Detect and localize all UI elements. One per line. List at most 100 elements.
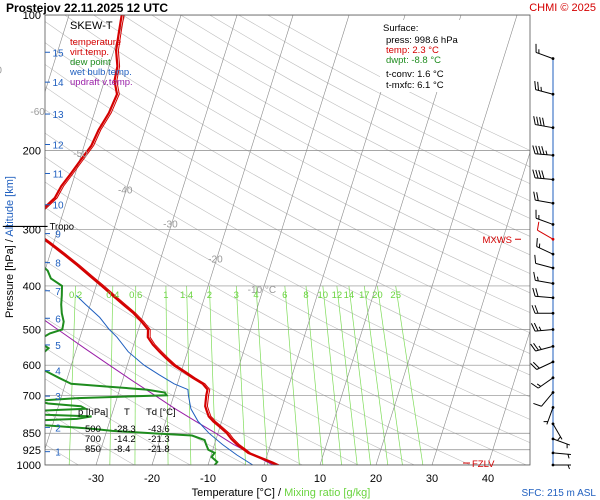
wind-barb-feather <box>530 382 539 389</box>
wind-barb-half <box>540 86 542 92</box>
wind-barb-half <box>543 421 548 423</box>
wind-barb <box>530 376 555 389</box>
wind-barb-half <box>536 383 541 387</box>
mixing-ratio-line <box>377 285 403 465</box>
wind-barb <box>536 238 555 256</box>
updraft-curve <box>45 319 274 465</box>
table-cell: -8.4 <box>114 444 130 455</box>
data-table: p [hPa] T Td [°C] 500 -28.3 -43.6 700 -1… <box>78 407 176 455</box>
pressure-tick-label: 500 <box>23 325 41 337</box>
wind-barb-feather <box>542 117 545 127</box>
pressure-tick-label: 1000 <box>17 460 41 472</box>
wind-barb-station <box>551 296 555 300</box>
wind-barb-feather <box>532 145 536 154</box>
mixing-ratio-label: 8 <box>303 290 308 301</box>
plot-frame <box>44 14 531 466</box>
dry-adiabat <box>45 64 530 334</box>
wind-barb-shaft <box>536 361 554 370</box>
legend-temperature: temperature <box>70 37 121 48</box>
pressure-tick-label: 300 <box>23 225 41 237</box>
wind-barb-feather <box>530 343 537 352</box>
wind-barb-station <box>551 360 555 364</box>
mixing-ratio-labels: 0.2 0.4 0.6 1 1.4 2 3 4 6 8 10 12 14 17 20 25 <box>69 290 401 301</box>
wind-barb <box>530 343 555 352</box>
svg-text:Pressure [hPa] / Altitude [km]: Pressure [hPa] / Altitude [km] <box>4 176 16 318</box>
isotherm-label: -10 °C <box>248 285 276 296</box>
level-markers: Tropo MXWS FZLV <box>2 221 521 470</box>
dry-adiabat <box>45 21 530 294</box>
temperature-tick-label: 20 <box>370 473 382 485</box>
mixing-ratio-line <box>336 285 358 465</box>
temperature-tick-label: 30 <box>426 473 438 485</box>
wind-barb-feather <box>536 221 540 231</box>
virtual-temperature-curve <box>45 15 280 465</box>
wind-barb-shaft <box>535 217 554 225</box>
wind-barb-station <box>551 328 555 331</box>
surface-info-box <box>380 20 480 92</box>
wind-barb-half <box>538 215 540 220</box>
wind-barb <box>551 463 571 470</box>
wind-barb-half <box>567 464 570 470</box>
pressure-tick-label: 700 <box>23 390 41 402</box>
mixing-ratio-line <box>109 285 114 465</box>
wind-barb-station <box>551 237 555 241</box>
isotherm <box>207 15 350 465</box>
wind-barb-feather <box>534 305 539 314</box>
wind-barb-station <box>551 252 555 256</box>
wind-barb-half <box>567 454 570 459</box>
wind-barb-feather <box>533 191 536 201</box>
mixing-ratio-line <box>348 285 371 465</box>
wind-barb <box>533 271 555 285</box>
wind-barb-feather <box>538 145 542 155</box>
wind-barb-feather <box>533 343 539 351</box>
surface-dwpt: dwpt: -8.8 °C <box>386 55 441 66</box>
surface-tconv: t-conv: 1.6 °C <box>386 69 444 80</box>
table-cell: -21.8 <box>148 444 170 455</box>
dry-adiabat <box>45 42 530 313</box>
wind-barb <box>532 145 555 157</box>
mixing-ratio-label: 0.4 <box>106 290 119 301</box>
wind-barb-feather <box>541 146 545 155</box>
table-cell: -14.2 <box>114 434 136 445</box>
mixing-ratio-label: 12 <box>332 290 343 301</box>
wind-barb <box>530 322 555 332</box>
dry-adiabat <box>93 15 530 256</box>
wind-barb-feather <box>534 81 537 90</box>
wind-barb-feather <box>533 116 536 125</box>
mixing-ratio-label: 0.2 <box>69 290 82 301</box>
table-header-td: Td [°C] <box>146 407 176 418</box>
wind-barb-shaft <box>535 329 554 332</box>
credit-label: CHMI © 2025 <box>529 2 596 14</box>
legend-virt-temp: virt.temp. <box>70 47 109 58</box>
mixing-ratio-line <box>255 285 268 465</box>
legend: SKEW-T temperature virt.temp. dew point … <box>69 20 133 88</box>
mixing-ratio-label: 0.6 <box>129 290 142 301</box>
isotherm <box>151 15 294 465</box>
dry-adiabat <box>64 15 530 274</box>
temperature-tick-label: -10 <box>200 473 216 485</box>
x-axis-label: Temperature [°C] / Mixing ratio [g/kg] <box>192 487 371 499</box>
wind-barb <box>536 221 555 241</box>
mixing-ratio-line <box>68 285 76 465</box>
altitude-tick-label: 14 <box>52 78 64 89</box>
pressure-tick-label: 200 <box>23 145 41 157</box>
wind-barb-station <box>551 57 555 61</box>
wind-barb <box>533 391 555 407</box>
wind-barb-half <box>566 444 568 449</box>
mixing-ratio-line <box>305 285 324 465</box>
wind-barb-feather <box>533 402 542 407</box>
wind-barb-station <box>551 153 555 157</box>
wind-barb-feather <box>532 169 536 179</box>
temperature-axis: -30 -20 -10 0 10 20 30 40 <box>88 473 494 485</box>
wind-barb-feather <box>535 145 539 155</box>
mixing-ratio-label: 3 <box>234 290 239 301</box>
wind-barb-feather <box>535 43 537 53</box>
isotherm <box>95 15 238 465</box>
wind-barb-shaft <box>537 229 554 240</box>
altitude-tick-label: 2 <box>55 423 61 434</box>
mxws-label: MXWS <box>482 235 512 246</box>
mixing-ratio-line <box>363 285 389 465</box>
table-cell: 700 <box>85 434 101 445</box>
dry-adiabat <box>45 156 530 420</box>
